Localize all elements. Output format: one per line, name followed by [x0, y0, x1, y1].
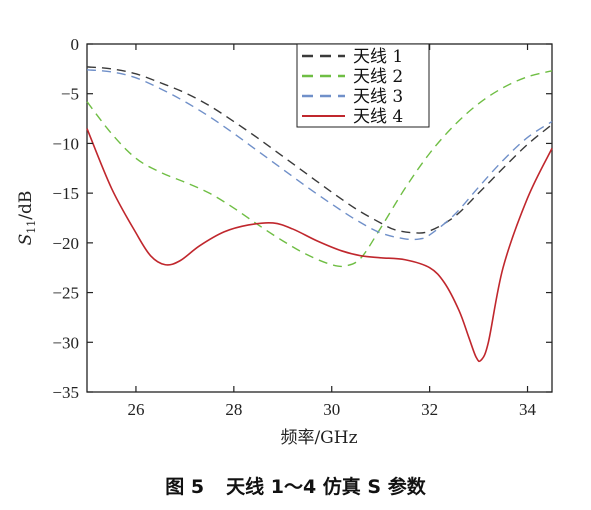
- y-tick-label: −20: [52, 234, 79, 253]
- y-tick-label: −5: [61, 85, 79, 104]
- x-tick-label: 34: [519, 400, 537, 419]
- y-tick-label: −35: [52, 383, 79, 402]
- x-tick-label: 26: [127, 400, 144, 419]
- y-axis-label: S11/dB: [16, 191, 38, 246]
- series-line-2: [86, 70, 553, 268]
- legend: 天线 1天线 2天线 3天线 4: [296, 43, 430, 128]
- x-tick-label: 30: [323, 400, 340, 419]
- caption-figure-label: 图 5: [165, 476, 205, 498]
- y-axis-label-main: S: [16, 234, 36, 246]
- legend-box: [296, 43, 430, 128]
- s11-chart: 26 28 30 32 34 0 −5 −10 −15 −20 −25 −30 −35 天线 1天线 2…: [16, 35, 553, 448]
- series-layer: [86, 66, 553, 363]
- y-tick-label: −10: [52, 134, 79, 153]
- y-tick-label: −30: [52, 333, 79, 352]
- tick-layer: 26 28 30 32 34 0 −5 −10 −15 −20 −25 −30 −35: [52, 35, 552, 419]
- y-tick-label: 0: [71, 35, 80, 54]
- series-line-1: [86, 66, 553, 234]
- legend-label-2: 天线 2: [353, 67, 403, 87]
- series-line-4: [86, 128, 553, 363]
- y-tick-label: −25: [52, 284, 79, 303]
- y-tick-label: −15: [52, 184, 79, 203]
- legend-label-3: 天线 3: [353, 87, 403, 107]
- figure-caption: 图 5 天线 1～4 仿真 S 参数: [0, 472, 591, 499]
- x-tick-label: 28: [225, 400, 242, 419]
- x-tick-label: 32: [421, 400, 438, 419]
- legend-label-1: 天线 1: [353, 47, 403, 67]
- x-axis-label: 频率/GHz: [280, 428, 357, 448]
- y-axis-label-unit: /dB: [16, 191, 36, 220]
- legend-label-4: 天线 4: [353, 107, 403, 127]
- caption-text: 天线 1～4 仿真 S 参数: [226, 476, 426, 498]
- y-axis-label-sub: 11: [25, 220, 38, 234]
